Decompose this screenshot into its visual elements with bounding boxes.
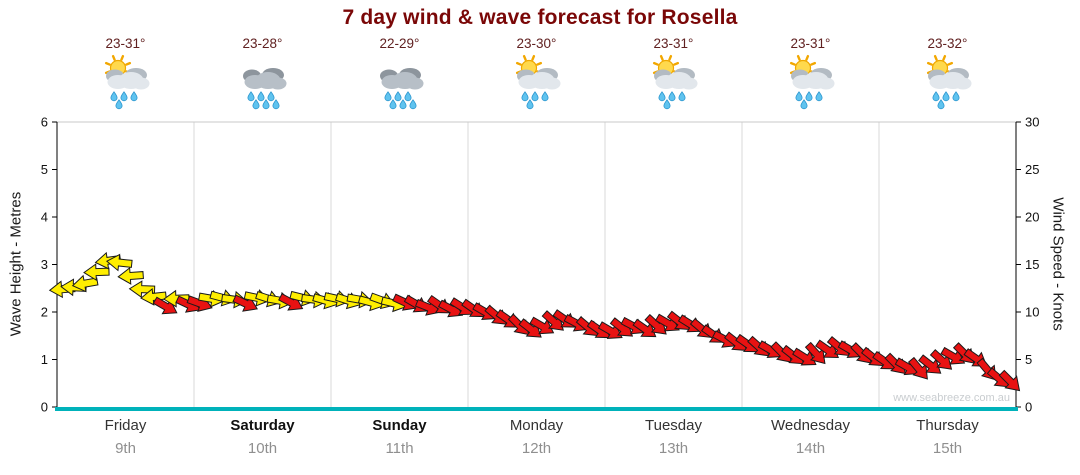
wind-arrow (632, 318, 657, 338)
wind-tick-label: 0 (1025, 400, 1032, 415)
wind-arrow (518, 318, 542, 338)
page-title: 7 day wind & wave forecast for Rosella (342, 6, 738, 29)
wave-tick-label: 6 (41, 115, 48, 130)
wind-arrow (140, 287, 167, 306)
day-temp-range: 22-29° (379, 36, 420, 51)
weather-icon-sun-cloud-rain (104, 54, 149, 110)
wind-arrow (815, 339, 839, 358)
day-label-column: Saturday 10th (194, 417, 331, 457)
wind-arrow (804, 341, 826, 365)
wind-tick-label: 15 (1025, 257, 1039, 272)
day-label-column: Monday 12th (468, 417, 605, 457)
day-column: 22-29° (331, 36, 468, 122)
day-column: 23-31° (742, 36, 879, 122)
wave-axis-title: Wave Height - Metres (7, 191, 25, 337)
wind-tick-label: 25 (1025, 162, 1039, 177)
day-temp-range: 23-28° (242, 36, 283, 51)
wind-tick-label: 30 (1025, 115, 1039, 130)
day-column: 23-30° (468, 36, 605, 122)
day-column: 23-31° (57, 36, 194, 122)
day-column: 23-28° (194, 36, 331, 122)
days-header: 23-31° 23-28° 22-29° 23-30° 23-31° 23-31° 23-3… (57, 36, 1016, 122)
day-temp-range: 23-31° (653, 36, 694, 51)
day-label-column: Sunday 11th (331, 417, 468, 457)
wind-tick-label: 5 (1025, 352, 1032, 367)
weather-icon-cloud-rain (242, 68, 286, 110)
watermark: www.seabreeze.com.au (893, 392, 1010, 404)
wave-tick-label: 4 (41, 210, 48, 225)
weather-icon-sun-cloud-rain (515, 54, 560, 110)
wind-tick-label: 10 (1025, 305, 1039, 320)
wind-arrow (998, 369, 1021, 392)
day-date: 11th (385, 440, 414, 457)
wind-arrow (918, 354, 942, 374)
day-temp-range: 23-32° (927, 36, 968, 51)
wave-tick-label: 1 (41, 352, 48, 367)
day-date: 12th (521, 440, 552, 457)
day-date: 15th (932, 440, 963, 457)
weather-icon-sun-cloud-rain (926, 54, 971, 110)
day-temp-range: 23-30° (516, 36, 557, 51)
weather-icon-sun-cloud-rain (652, 54, 697, 110)
day-date: 14th (795, 440, 826, 457)
day-label-column: Friday 9th (57, 417, 194, 457)
wave-tick-label: 5 (41, 162, 48, 177)
day-date: 13th (658, 440, 689, 457)
wind-arrow (105, 253, 133, 272)
wind-arrow (907, 356, 928, 380)
day-temp-range: 23-31° (105, 36, 146, 51)
day-label-column: Tuesday 13th (605, 417, 742, 457)
wave-tick-label: 0 (41, 400, 48, 415)
x-axis-labels: Friday 9th Saturday 10th Sunday 11th Monday 12t… (57, 417, 1016, 457)
wave-tick-label: 2 (41, 305, 48, 320)
day-name: Thursday (916, 417, 979, 434)
wind-axis-title: Wind Speed - Knots (1049, 197, 1067, 331)
day-date: 10th (247, 440, 278, 457)
day-column: 23-31° (605, 36, 742, 122)
day-label-column: Thursday 15th (879, 417, 1016, 457)
wind-arrow (128, 280, 156, 299)
day-name: Saturday (230, 417, 295, 434)
wind-tick-label: 20 (1025, 210, 1039, 225)
weather-icon-cloud-rain (379, 68, 423, 110)
wind-arrow (117, 267, 144, 285)
day-name: Sunday (372, 417, 427, 434)
day-label-column: Wednesday 14th (742, 417, 879, 457)
wind-arrow (929, 349, 953, 370)
day-name: Monday (509, 417, 564, 434)
day-column: 23-32° (879, 36, 1016, 122)
day-name: Wednesday (771, 417, 850, 434)
day-temp-range: 23-31° (790, 36, 831, 51)
day-name: Tuesday (645, 417, 702, 434)
day-date: 9th (115, 440, 136, 457)
day-name: Friday (104, 417, 147, 434)
weather-icon-sun-cloud-rain (789, 54, 834, 110)
wave-tick-label: 3 (41, 257, 48, 272)
